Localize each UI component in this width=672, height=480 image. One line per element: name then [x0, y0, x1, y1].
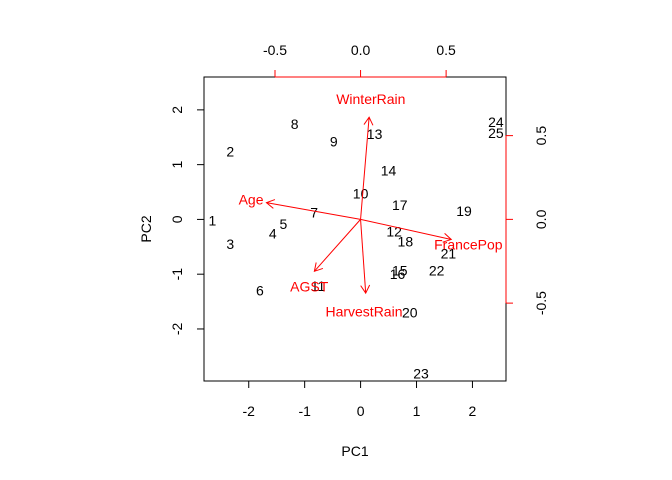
- observation-label: 1: [208, 213, 216, 229]
- loading-arrow-head: [442, 233, 453, 243]
- y-tick-label: -2: [169, 323, 185, 336]
- observation-label: 4: [269, 226, 277, 242]
- loading-arrow-shaft: [360, 219, 367, 294]
- loading-label: WinterRain: [336, 91, 405, 107]
- loading-arrow-shaft: [313, 219, 361, 272]
- y-tick-label: 2: [169, 106, 185, 114]
- x-axis-label: PC1: [341, 443, 368, 459]
- loading-arrow-shaft: [266, 202, 361, 220]
- y-tick-label: 1: [169, 161, 185, 169]
- loading-harvestrain: HarvestRain: [325, 219, 402, 319]
- observation-label: 22: [429, 262, 445, 278]
- loading-winterrain: WinterRain: [336, 91, 405, 220]
- observation-label: 13: [367, 126, 383, 142]
- right-tick-label: 0.0: [533, 209, 549, 229]
- loading-age: Age: [239, 191, 361, 220]
- loading-arrow-head: [313, 262, 324, 273]
- bottom-axis: -2 -1 0 1 2: [243, 380, 477, 419]
- observation-label: 18: [398, 233, 414, 249]
- loading-francepop: FrancePop: [360, 218, 503, 252]
- x-tick-label: -1: [298, 403, 311, 419]
- loading-label: Age: [239, 191, 264, 207]
- left-axis: -2 -1 0 1 2: [169, 106, 205, 336]
- x-tick-label: -2: [243, 403, 256, 419]
- observation-label: 9: [330, 134, 338, 150]
- top-axis: -0.5 0.0 0.5: [263, 42, 456, 78]
- plot-area: [203, 76, 507, 382]
- observation-label: 20: [402, 305, 418, 321]
- observation-label: 11: [311, 278, 326, 294]
- loading-arrow-shaft: [360, 117, 370, 220]
- x-tick-label: 2: [469, 403, 477, 419]
- observation-label: 17: [392, 197, 408, 213]
- plot-frame: [203, 76, 507, 382]
- observation-label: 10: [353, 186, 369, 202]
- x-tick-label: 0: [357, 403, 365, 419]
- top-tick-label: 0.0: [351, 42, 371, 58]
- loading-arrow-head: [265, 199, 276, 209]
- observation-label: 16: [390, 266, 406, 282]
- x-tick-label: 1: [413, 403, 421, 419]
- observation-label: 15: [392, 262, 408, 278]
- right-tick-label: -0.5: [533, 291, 549, 315]
- right-tick-label: 0.5: [533, 126, 549, 146]
- observation-labels: 1234567891011121314151617181920212223242…: [208, 114, 503, 381]
- observation-label: 24: [488, 114, 504, 130]
- top-tick-label: 0.5: [436, 42, 456, 58]
- y-tick-label: 0: [169, 215, 185, 223]
- loadings-layer: WinterRain Age FrancePop AGST HarvestRain: [239, 91, 503, 320]
- observation-label: 2: [226, 143, 234, 159]
- observation-label: 6: [256, 283, 264, 299]
- observation-label: 3: [226, 236, 234, 252]
- loading-agst: AGST: [290, 219, 361, 294]
- observation-label: 7: [310, 204, 318, 220]
- y-axis-label: PC2: [138, 215, 154, 242]
- right-axis: -0.5 0.0 0.5: [505, 126, 549, 315]
- loading-arrow-shaft: [360, 218, 452, 240]
- y-tick-label: -1: [169, 268, 185, 281]
- loading-label: FrancePop: [434, 236, 503, 252]
- observation-label: 14: [381, 163, 397, 179]
- observation-label: 8: [291, 116, 299, 132]
- loading-arrows: WinterRain Age FrancePop AGST HarvestRain: [239, 91, 503, 320]
- loading-label: AGST: [290, 278, 329, 294]
- observation-label: 25: [488, 125, 504, 141]
- loading-label: HarvestRain: [325, 303, 402, 319]
- observation-label: 23: [413, 365, 429, 381]
- observation-label: 21: [441, 245, 457, 261]
- observation-label: 5: [280, 216, 288, 232]
- observation-label: 19: [456, 203, 472, 219]
- loading-arrow-head: [360, 284, 371, 295]
- loading-arrow-head: [363, 116, 374, 126]
- top-tick-label: -0.5: [263, 42, 287, 58]
